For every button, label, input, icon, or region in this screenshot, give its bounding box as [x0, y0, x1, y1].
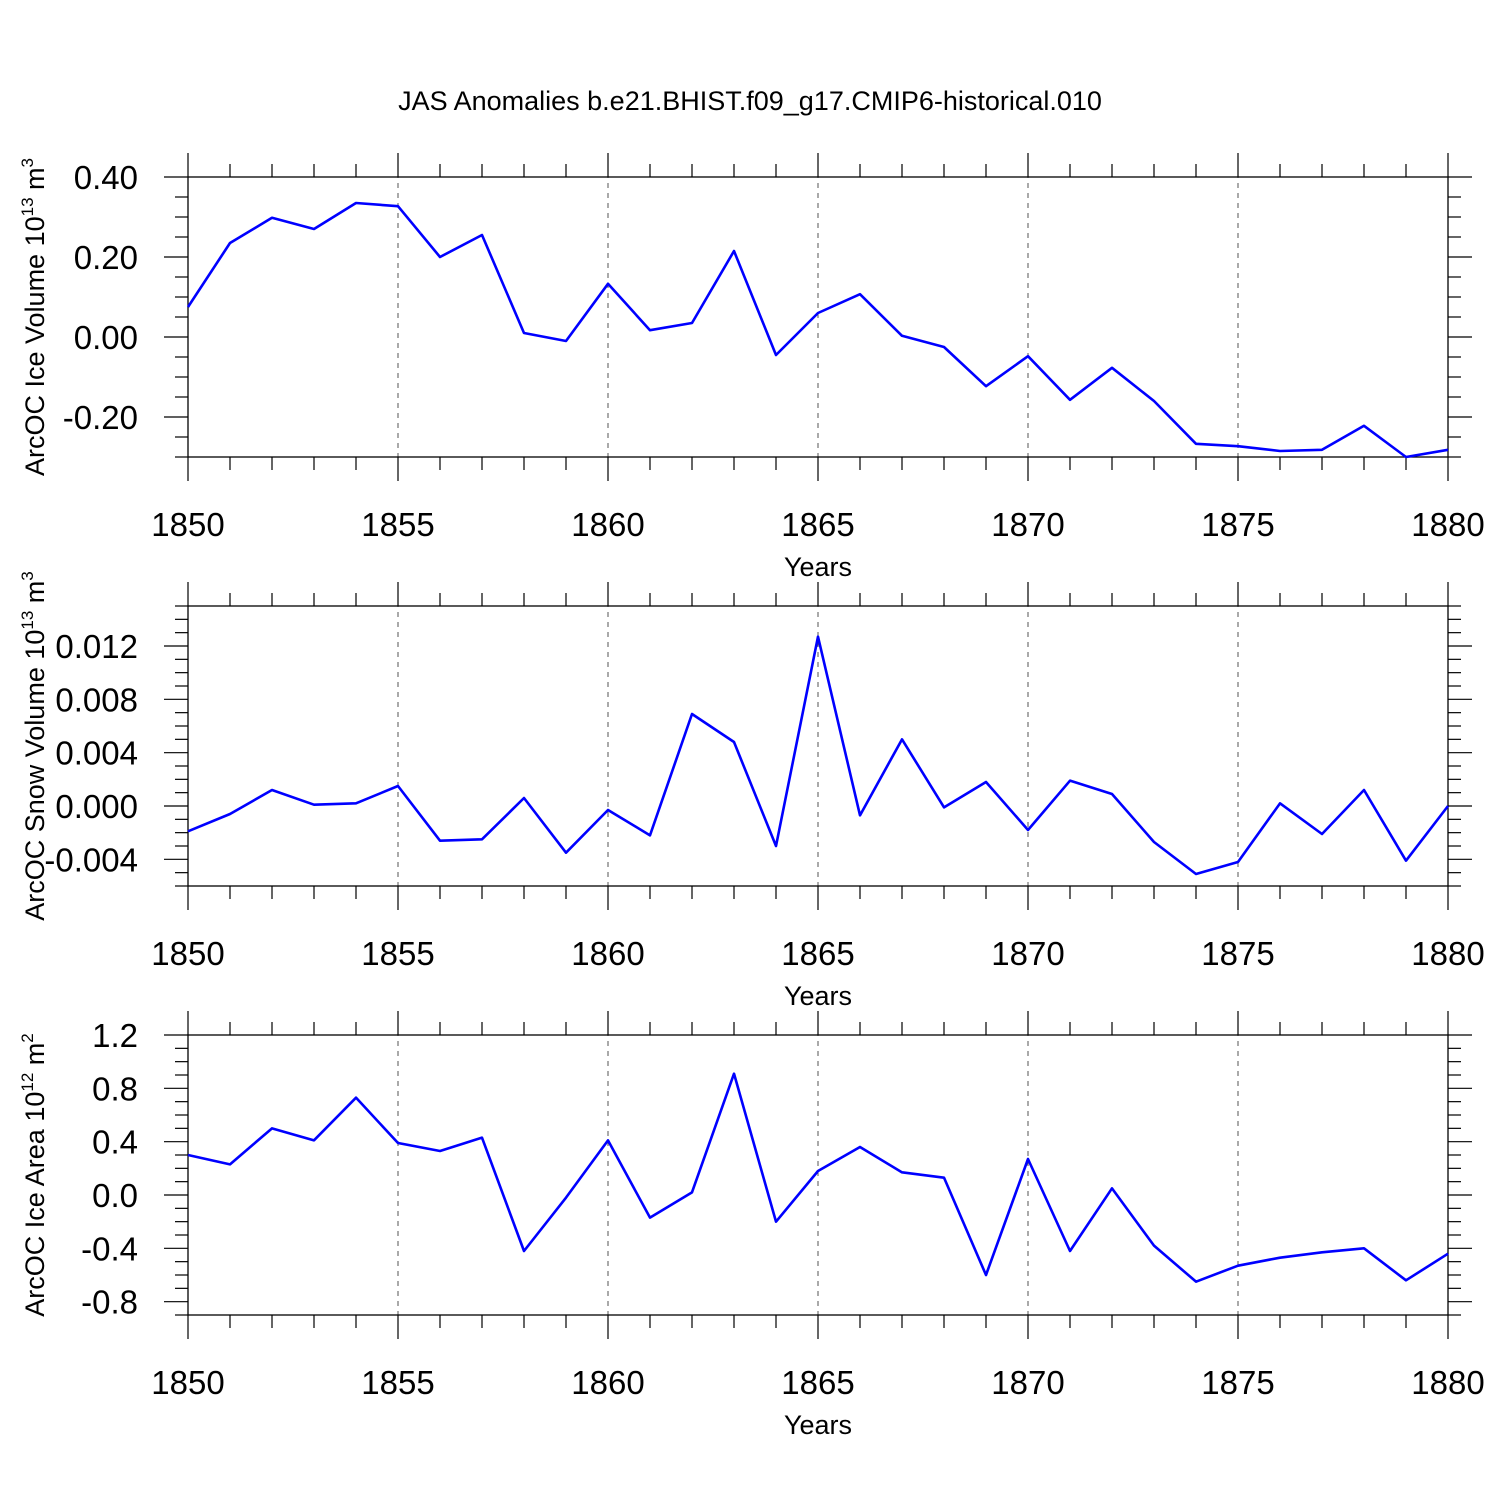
x-tick-label: 1880 — [1411, 1364, 1484, 1401]
x-tick-label: 1870 — [991, 506, 1064, 543]
data-series-line — [186, 201, 1449, 459]
x-tick-label: 1875 — [1201, 1364, 1274, 1401]
x-tick-label: 1880 — [1411, 935, 1484, 972]
x-tick-label: 1880 — [1411, 506, 1484, 543]
y-tick-label: 0.012 — [55, 628, 138, 665]
y-tick-label: 1.2 — [92, 1017, 138, 1054]
x-tick-label: 1860 — [571, 1364, 644, 1401]
x-tick-label: 1860 — [571, 935, 644, 972]
y-tick-label: 0.4 — [92, 1124, 138, 1161]
x-axis-label: Years — [784, 1410, 852, 1440]
x-tick-label: 1870 — [991, 1364, 1064, 1401]
x-tick-label: 1855 — [361, 506, 434, 543]
x-axis-label: Years — [784, 981, 852, 1011]
y-axis-label: ArcOC Ice Volume 1013 m3 — [18, 158, 50, 476]
y-tick-label: -0.004 — [44, 841, 138, 878]
x-tick-label: 1850 — [151, 1364, 224, 1401]
y-tick-label: -0.20 — [63, 399, 138, 436]
panel-2: -0.004 0.000 0.004 0.008 0.012 1850 1855 1860 18… — [18, 571, 1485, 1011]
y-tick-label: -0.8 — [81, 1284, 138, 1321]
y-axis-label: ArcOC Snow Volume 1013 m3 — [18, 571, 50, 921]
y-tick-label: 0.00 — [74, 319, 138, 356]
x-tick-label: 1865 — [781, 935, 854, 972]
chart-title: JAS Anomalies b.e21.BHIST.f09_g17.CMIP6-… — [398, 86, 1102, 116]
x-tick-label: 1860 — [571, 506, 644, 543]
x-axis-label: Years — [784, 552, 852, 582]
panel-3: -0.8 -0.4 0.0 0.4 0.8 1.2 1850 1855 1860 1865 1870… — [18, 1011, 1485, 1440]
y-tick-label: 0.000 — [55, 788, 138, 825]
y-tick-label: -0.4 — [81, 1230, 138, 1267]
y-tick-label: 0.20 — [74, 239, 138, 276]
x-tick-label: 1865 — [781, 506, 854, 543]
x-tick-label: 1850 — [151, 935, 224, 972]
y-tick-label: 0.004 — [55, 735, 138, 772]
y-tick-label: 0.8 — [92, 1070, 138, 1107]
x-tick-label: 1855 — [361, 935, 434, 972]
y-axis-label: ArcOC Ice Area 1012 m2 — [18, 1033, 50, 1317]
y-tick-label: 0.0 — [92, 1177, 138, 1214]
x-tick-label: 1875 — [1201, 935, 1274, 972]
x-tick-label: 1865 — [781, 1364, 854, 1401]
data-series-line — [187, 1072, 1449, 1283]
y-tick-label: 0.40 — [74, 159, 138, 196]
x-tick-label: 1875 — [1201, 506, 1274, 543]
x-tick-label: 1870 — [991, 935, 1064, 972]
data-series-line — [187, 635, 1450, 876]
panel-1: -0.20 0.00 0.20 0.40 1850 1855 1860 1865 1870 187… — [18, 153, 1485, 582]
y-tick-label: 0.008 — [55, 681, 138, 718]
x-tick-label: 1850 — [151, 506, 224, 543]
x-tick-label: 1855 — [361, 1364, 434, 1401]
